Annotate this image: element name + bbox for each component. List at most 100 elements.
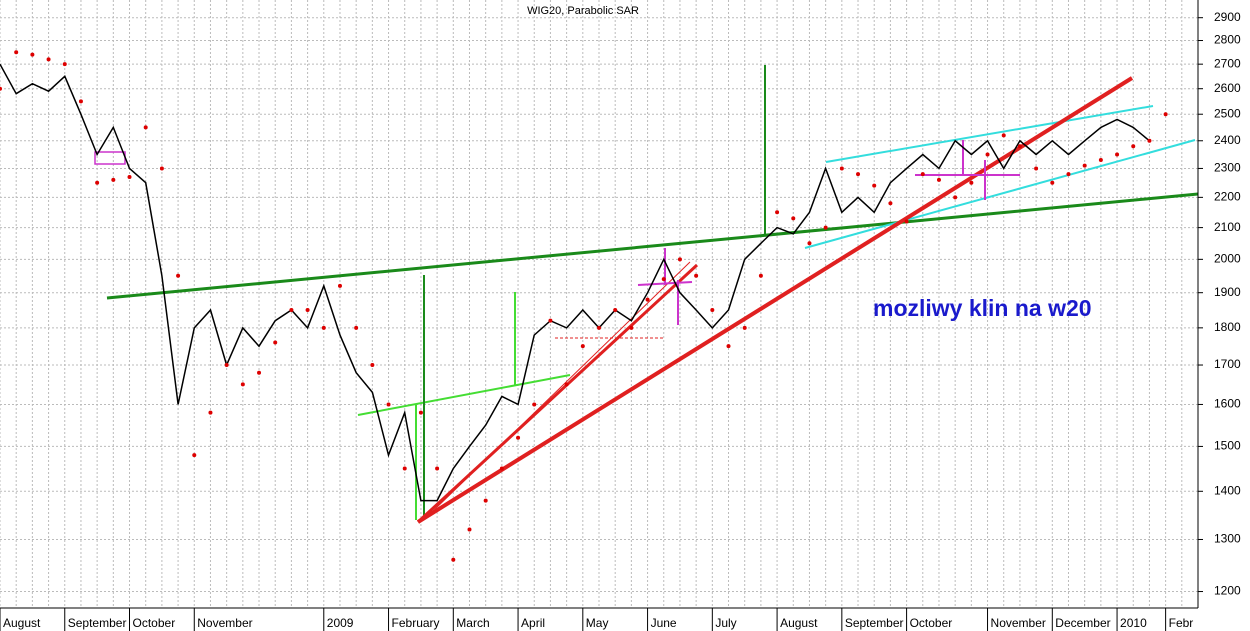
y-tick-label: 2100 [1214, 220, 1241, 234]
plot [0, 50, 1168, 562]
sar-dot [0, 86, 2, 91]
sar-dot [224, 363, 229, 368]
sar-dot [1115, 152, 1120, 157]
sar-dot [159, 166, 164, 171]
y-tick-label: 2200 [1214, 190, 1241, 204]
y-tick-label: 1400 [1214, 483, 1241, 497]
y-tick-label: 2500 [1214, 106, 1241, 120]
sar-dot [127, 174, 132, 179]
x-tick-label: 2009 [327, 616, 354, 630]
sar-dot [936, 177, 941, 182]
sar-dot [337, 283, 342, 288]
sar-dot [710, 308, 715, 313]
sar-dot [30, 52, 35, 57]
sar-dot [872, 183, 877, 188]
sar-dot [95, 180, 100, 185]
y-tick-label: 1200 [1214, 584, 1241, 598]
sar-dot [418, 410, 423, 415]
sar-dot [1050, 180, 1055, 185]
x-tick-label: July [715, 616, 736, 630]
x-tick-label: 2010 [1120, 616, 1147, 630]
grid [0, 0, 1199, 608]
sar-dot [953, 195, 958, 200]
sar-dot [920, 172, 925, 177]
y-tick-label: 2700 [1214, 56, 1241, 70]
sar-dot [354, 325, 359, 330]
x-tick-label: August [780, 616, 818, 630]
sar-dot [467, 527, 472, 532]
sar-dot [645, 297, 650, 302]
sar-dot [629, 325, 634, 330]
sar-dot [1082, 163, 1087, 168]
sar-dot [208, 410, 213, 415]
x-tick-label: February [392, 616, 440, 630]
sar-dot [904, 219, 909, 224]
sar-dot [888, 201, 893, 206]
sar-dot [677, 257, 682, 262]
price-line [0, 63, 1150, 502]
x-tick-label: October [910, 616, 953, 630]
x-tick-label: December [1055, 616, 1110, 630]
marker-line [637, 281, 693, 286]
sar-dot [694, 273, 699, 278]
y-tick-label: 2600 [1214, 81, 1241, 95]
sar-dot [46, 57, 51, 62]
y-tick-label: 2800 [1214, 33, 1241, 47]
sar-dot [1066, 172, 1071, 177]
sar-dot [321, 325, 326, 330]
x-tick-label: September [68, 616, 127, 630]
trend-line [825, 105, 1154, 163]
sar-dot [661, 277, 666, 282]
trend-line [804, 139, 1196, 249]
sar-dot [289, 308, 294, 313]
y-tick-label: 2300 [1214, 161, 1241, 175]
x-tick-label: May [586, 616, 609, 630]
sar-dot [726, 344, 731, 349]
sar-dot [370, 363, 375, 368]
x-tick-label: November [197, 616, 252, 630]
x-tick-label: November [991, 616, 1046, 630]
sar-dot [839, 166, 844, 171]
sar-dot [451, 557, 456, 562]
sar-dot [516, 435, 521, 440]
sar-dot [386, 402, 391, 407]
sar-dot [758, 273, 763, 278]
sar-dot [985, 152, 990, 157]
sar-dot [78, 99, 83, 104]
x-tick-label: March [456, 616, 489, 630]
sar-dot [435, 466, 440, 471]
x-tick-label: June [651, 616, 677, 630]
y-tick-label: 1800 [1214, 320, 1241, 334]
sar-dot [775, 210, 780, 215]
sar-dot [483, 498, 488, 503]
sar-dot [240, 382, 245, 387]
sar-dot [613, 308, 618, 313]
y-tick-label: 1700 [1214, 357, 1241, 371]
trend-line [416, 263, 699, 524]
sar-dot [532, 402, 537, 407]
sar-dot [564, 382, 569, 387]
chart-title: WIG20, Parabolic SAR [527, 5, 639, 17]
sar-dot [176, 273, 181, 278]
sar-dot [499, 466, 504, 471]
x-tick-label: October [133, 616, 176, 630]
sar-dot [257, 370, 262, 375]
annotation: mozliwy klin na w20 [873, 295, 1092, 321]
sar-dot [14, 50, 19, 55]
sar-dot [143, 125, 148, 130]
sar-dot [969, 180, 974, 185]
sar-dot [1147, 138, 1152, 143]
y-tick-label: 1900 [1214, 285, 1241, 299]
x-tick-label: April [521, 616, 545, 630]
trend-line [431, 261, 691, 513]
sar-dot [111, 177, 116, 182]
trend-line [106, 192, 1199, 300]
y-tick-label: 2400 [1214, 133, 1241, 147]
trend-line [357, 374, 571, 416]
sar-dot [548, 318, 553, 323]
sar-dot [580, 344, 585, 349]
x-tick-label: Febr [1169, 616, 1194, 630]
x-tick-label: September [845, 616, 904, 630]
